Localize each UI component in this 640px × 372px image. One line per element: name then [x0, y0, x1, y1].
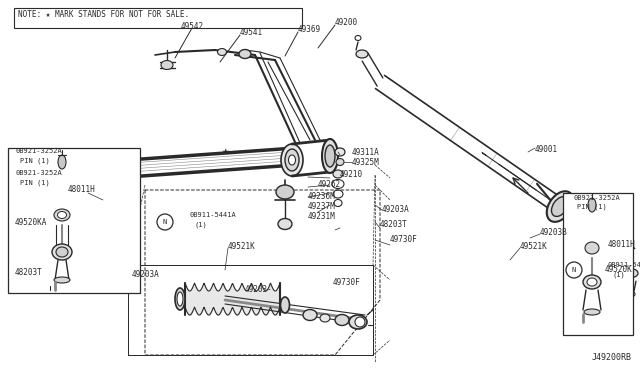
Ellipse shape — [325, 145, 335, 167]
Text: 49520KA: 49520KA — [15, 218, 47, 227]
Ellipse shape — [356, 50, 368, 58]
Ellipse shape — [585, 242, 599, 254]
Text: (1): (1) — [612, 271, 625, 278]
Ellipse shape — [86, 159, 114, 181]
Text: PIN (1): PIN (1) — [20, 157, 50, 164]
Ellipse shape — [335, 314, 349, 326]
Text: 48011H: 48011H — [608, 240, 636, 249]
Ellipse shape — [278, 218, 292, 230]
Text: 49203A: 49203A — [132, 270, 160, 279]
Text: 49325M: 49325M — [352, 158, 380, 167]
Ellipse shape — [322, 139, 338, 173]
Ellipse shape — [281, 144, 303, 176]
Ellipse shape — [239, 49, 251, 58]
Text: 48011H: 48011H — [68, 185, 96, 194]
Text: 49001: 49001 — [535, 145, 558, 154]
Ellipse shape — [588, 198, 596, 212]
Text: 49521K: 49521K — [228, 242, 256, 251]
Ellipse shape — [54, 277, 70, 283]
Text: ★: ★ — [221, 145, 228, 158]
Text: 49203-: 49203- — [245, 285, 273, 294]
Text: 48203T: 48203T — [15, 268, 43, 277]
Text: PIN (1): PIN (1) — [577, 204, 607, 211]
Text: J49200RB: J49200RB — [592, 353, 632, 362]
Ellipse shape — [54, 209, 70, 221]
Text: 0B921-3252A: 0B921-3252A — [573, 195, 620, 201]
Text: 49369: 49369 — [298, 25, 321, 34]
Ellipse shape — [96, 167, 104, 173]
Text: 49730F: 49730F — [390, 235, 418, 244]
Ellipse shape — [58, 155, 66, 169]
Ellipse shape — [218, 48, 227, 55]
Text: N: N — [572, 267, 576, 273]
Bar — [8, 148, 140, 293]
Ellipse shape — [349, 315, 367, 329]
Ellipse shape — [161, 61, 173, 70]
Text: 49541: 49541 — [240, 28, 263, 37]
Ellipse shape — [303, 310, 317, 321]
Ellipse shape — [41, 166, 55, 176]
Text: 0B911-5441A: 0B911-5441A — [608, 262, 640, 268]
Text: N: N — [163, 219, 167, 225]
Text: 49200: 49200 — [335, 18, 358, 27]
Ellipse shape — [587, 278, 597, 286]
Text: 49311A: 49311A — [352, 148, 380, 157]
Ellipse shape — [624, 269, 638, 278]
Bar — [563, 193, 633, 335]
Ellipse shape — [175, 288, 185, 310]
Bar — [128, 265, 373, 355]
Text: 0B921-3252A: 0B921-3252A — [16, 148, 63, 154]
Ellipse shape — [177, 292, 183, 306]
Ellipse shape — [289, 155, 296, 165]
Text: 49730F: 49730F — [333, 278, 361, 287]
Ellipse shape — [92, 164, 108, 176]
Ellipse shape — [336, 158, 344, 166]
Text: NOTE: ★ MARK STANDS FOR NOT FOR SALE.: NOTE: ★ MARK STANDS FOR NOT FOR SALE. — [18, 10, 189, 19]
Bar — [14, 8, 302, 28]
Ellipse shape — [56, 165, 74, 179]
Text: 49203A: 49203A — [382, 205, 410, 214]
Ellipse shape — [280, 297, 289, 313]
Ellipse shape — [552, 197, 568, 217]
Text: 49520K: 49520K — [605, 265, 633, 274]
Text: 49542: 49542 — [180, 22, 204, 31]
Ellipse shape — [285, 149, 299, 171]
Ellipse shape — [320, 314, 330, 322]
Text: 49231M: 49231M — [308, 212, 336, 221]
Text: (1): (1) — [194, 221, 207, 228]
Ellipse shape — [547, 191, 573, 222]
Ellipse shape — [355, 317, 365, 327]
Ellipse shape — [333, 170, 343, 178]
Text: 0B911-5441A: 0B911-5441A — [190, 212, 237, 218]
Ellipse shape — [56, 247, 68, 257]
Text: PIN (1): PIN (1) — [20, 179, 50, 186]
Text: 0B921-3252A: 0B921-3252A — [16, 170, 63, 176]
Ellipse shape — [52, 244, 72, 260]
Text: 48203T: 48203T — [380, 220, 408, 229]
Ellipse shape — [584, 309, 600, 315]
Ellipse shape — [583, 275, 601, 289]
Text: 49521K: 49521K — [520, 242, 548, 251]
Text: 49262: 49262 — [318, 180, 341, 189]
Text: 49236M: 49236M — [308, 192, 336, 201]
Ellipse shape — [335, 148, 345, 156]
Text: 49203B: 49203B — [540, 228, 568, 237]
Ellipse shape — [276, 185, 294, 199]
Text: 49210: 49210 — [340, 170, 363, 179]
Ellipse shape — [58, 212, 67, 218]
Bar — [128, 265, 373, 355]
Text: 49237M: 49237M — [308, 202, 336, 211]
